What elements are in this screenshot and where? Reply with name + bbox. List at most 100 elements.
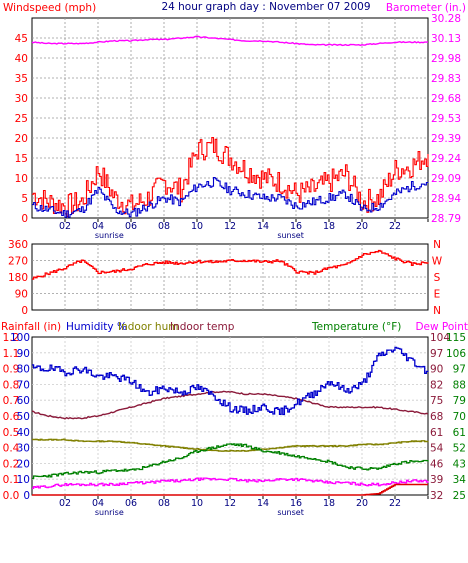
wind-panel-hour-label: 18 <box>323 221 335 232</box>
wind-ytick-label: 20 <box>15 133 28 145</box>
indoor-temp-ytick-label: 90 <box>430 364 443 376</box>
wind-ytick-label: 45 <box>15 33 28 45</box>
barometer-ytick-label: 29.98 <box>431 53 461 65</box>
rain-ytick-label: 0.1 <box>3 474 20 486</box>
weather-panel-hour-label: 06 <box>125 498 137 509</box>
temp-ytick-label: 52 <box>453 443 466 455</box>
dew-point-line <box>32 477 429 489</box>
indoor-humidity-line <box>32 438 429 452</box>
weather-panel-sunset-label: sunset <box>277 508 304 517</box>
wind-ytick-label: 30 <box>15 93 28 105</box>
legend-humidity: Humidity % <box>66 321 127 333</box>
legend-dew-point: Dew Point <box>415 321 468 333</box>
legend-indoor-temp: Indoor temp <box>170 321 235 333</box>
temp-ytick-label: 97 <box>453 364 466 376</box>
wind-panel-sunrise-label: sunrise <box>95 231 124 240</box>
wind-panel-hour-label: 16 <box>290 221 302 232</box>
direction-ytick-label: 0 <box>21 305 28 317</box>
temp-ytick-label: 43 <box>453 458 466 470</box>
temp-ytick-label: 88 <box>453 379 466 391</box>
wind-ytick-label: 10 <box>15 173 28 185</box>
weather-panel-sunrise-label: sunrise <box>95 508 124 517</box>
barometer-ytick-label: 30.28 <box>431 13 461 25</box>
chart-title: 24 hour graph day : November 07 2009 <box>161 1 370 13</box>
indoor-temp-ytick-label: 32 <box>430 490 443 502</box>
temp-ytick-label: 70 <box>453 411 466 423</box>
wind-ytick-label: 40 <box>15 53 28 65</box>
humidity-line <box>32 346 429 416</box>
wind-panel-hour-label: 02 <box>59 221 71 232</box>
temp-ytick-label: 106 <box>446 348 466 360</box>
compass-label: N <box>433 305 441 317</box>
windspeed-label: Windspeed (mph) <box>3 2 96 14</box>
legend-indoor-hum: Indoor hum <box>118 321 178 333</box>
barometer-ytick-label: 29.83 <box>431 73 461 85</box>
humidity-ytick-label: 20 <box>17 458 30 470</box>
direction-ytick-label: 90 <box>15 289 28 301</box>
rainfall-line <box>32 483 428 496</box>
humidity-ytick-label: 70 <box>17 379 30 391</box>
wind-panel-sunset-label: sunset <box>277 231 304 240</box>
indoor-temp-ytick-label: 104 <box>430 332 450 344</box>
rain-ytick-label: 0.9 <box>3 364 20 376</box>
humidity-ytick-label: 90 <box>17 348 30 360</box>
legend-rainfall: Rainfall (in) <box>1 321 61 333</box>
wind-average-line <box>32 176 429 218</box>
compass-label: S <box>434 272 441 284</box>
rain-ytick-label: 1.2 <box>3 332 20 344</box>
barometer-ytick-label: 29.24 <box>431 153 461 165</box>
rain-ytick-label: 0.0 <box>3 490 20 502</box>
temp-ytick-label: 25 <box>453 490 466 502</box>
wind-panel-hour-label: 04 <box>92 221 104 232</box>
barometer-ytick-label: 30.13 <box>431 33 461 45</box>
direction-ytick-label: 360 <box>8 239 28 251</box>
indoor-temp-ytick-label: 54 <box>430 443 444 455</box>
temp-ytick-label: 115 <box>446 332 466 344</box>
weather-panel-hour-label: 04 <box>92 498 104 509</box>
weather-panel-hour-label: 14 <box>257 498 269 509</box>
humidity-ytick-label: 80 <box>17 364 30 376</box>
weather-panel-hour-label: 02 <box>59 498 71 509</box>
indoor-temp-ytick-label: 97 <box>430 348 443 360</box>
humidity-ytick-label: 100 <box>10 332 30 344</box>
direction-ytick-label: 270 <box>8 256 28 268</box>
humidity-ytick-label: 60 <box>17 395 30 407</box>
compass-label: N <box>433 239 441 251</box>
wind-ytick-label: 25 <box>15 113 28 125</box>
wind-ytick-label: 15 <box>15 153 28 165</box>
temperature-line <box>32 443 429 480</box>
wind-ytick-label: 5 <box>21 193 28 205</box>
rain-ytick-label: 0.6 <box>3 411 20 423</box>
wind-panel-hour-label: 22 <box>389 221 401 232</box>
indoor-temp-ytick-label: 46 <box>430 458 444 470</box>
wind-panel-hour-label: 12 <box>224 221 236 232</box>
humidity-ytick-label: 10 <box>17 474 30 486</box>
wind-panel-hour-label: 06 <box>125 221 137 232</box>
weather-panel-hour-label: 12 <box>224 498 236 509</box>
indoor-temp-ytick-label: 61 <box>430 427 443 439</box>
weather-panel-hour-label: 10 <box>191 498 203 509</box>
barometer-ytick-label: 29.39 <box>431 133 461 145</box>
barometer-ytick-label: 29.68 <box>431 93 461 105</box>
compass-label: W <box>432 256 443 268</box>
wind-ytick-label: 0 <box>21 213 28 225</box>
barometer-ytick-label: 29.53 <box>431 113 461 125</box>
rain-ytick-label: 1.1 <box>3 348 20 360</box>
weather-panel-hour-label: 22 <box>389 498 401 509</box>
wind-panel-hour-label: 14 <box>257 221 269 232</box>
barometer-label: Barometer (in.) <box>386 2 466 14</box>
wind-panel-hour-label: 10 <box>191 221 203 232</box>
temp-ytick-label: 34 <box>453 474 467 486</box>
weather-panel-hour-label: 08 <box>158 498 170 509</box>
weather-panel-hour-label: 16 <box>290 498 302 509</box>
legend-temperature: Temperature (°F) <box>311 321 401 333</box>
humidity-ytick-label: 0 <box>23 490 30 502</box>
wind-direction-line <box>32 249 429 280</box>
barometer-ytick-label: 28.94 <box>431 193 461 205</box>
rain-ytick-label: 0.2 <box>3 458 20 470</box>
rain-ytick-label: 0.8 <box>3 379 20 391</box>
temp-ytick-label: 79 <box>453 395 466 407</box>
indoor-temp-ytick-label: 75 <box>430 395 443 407</box>
